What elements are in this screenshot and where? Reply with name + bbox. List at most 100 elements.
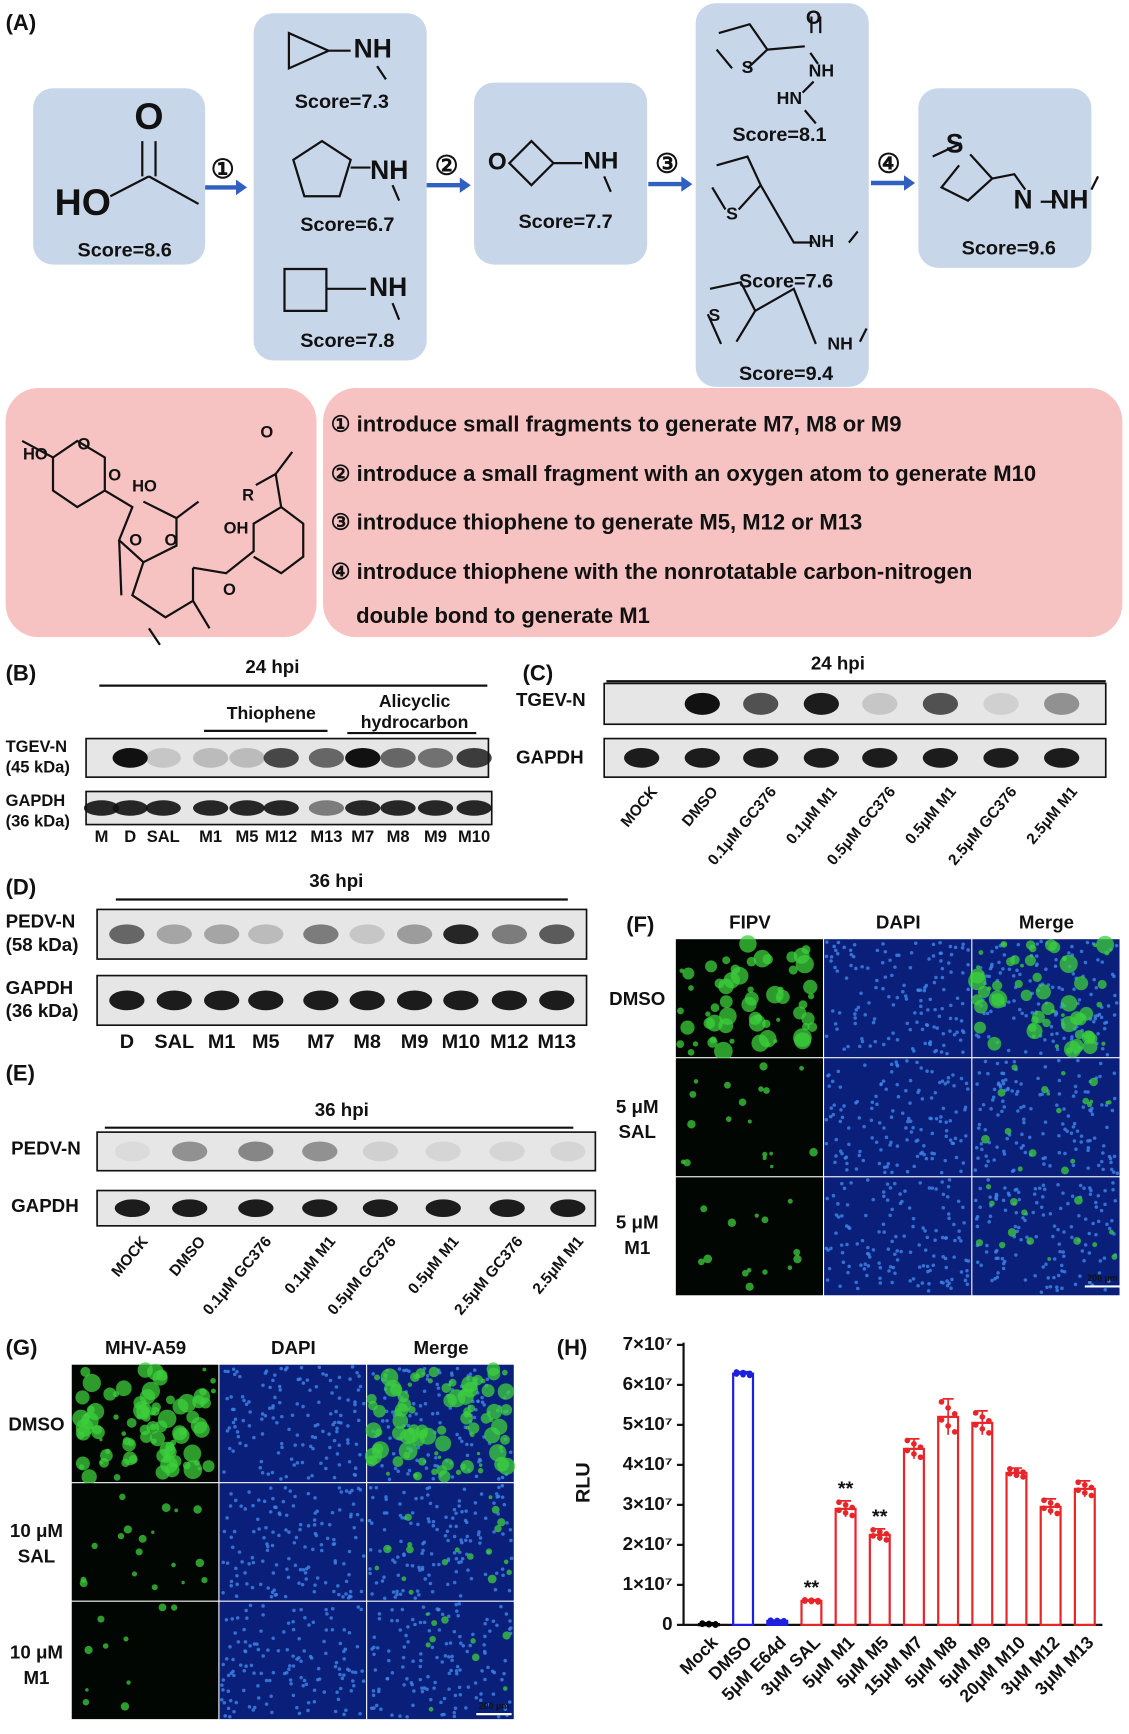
nucleus <box>337 1592 341 1597</box>
nucleus <box>1071 1125 1076 1129</box>
nucleus <box>379 1707 383 1712</box>
nucleus <box>245 1582 249 1586</box>
nucleus <box>342 1628 347 1632</box>
nucleus <box>1073 1084 1078 1089</box>
nucleus <box>945 1051 949 1056</box>
nucleus <box>940 1180 944 1184</box>
nucleus <box>954 1110 958 1114</box>
nucleus <box>951 1073 955 1077</box>
infected-cell <box>762 1269 768 1275</box>
nucleus <box>1112 974 1116 979</box>
row-label: PEDV-N <box>6 911 76 932</box>
nucleus <box>891 1003 896 1007</box>
nucleus <box>1022 1120 1026 1125</box>
nucleus <box>261 1383 265 1388</box>
nucleus <box>933 1090 938 1095</box>
nucleus <box>907 1206 912 1210</box>
nucleus <box>344 1489 349 1493</box>
nucleus <box>420 1689 425 1694</box>
nucleus <box>465 1453 470 1458</box>
lane-label: 2.5μM M1 <box>1023 783 1081 847</box>
nucleus <box>384 1409 389 1414</box>
nucleus <box>1023 1050 1028 1054</box>
row-label: GAPDH <box>516 746 584 767</box>
nucleus <box>317 1365 322 1370</box>
infected-cell <box>697 1258 705 1266</box>
nucleus <box>315 1509 319 1513</box>
infected-cell <box>407 1382 413 1387</box>
nucleus <box>857 1116 862 1120</box>
nucleus <box>471 1632 475 1637</box>
infected-cell <box>777 986 784 993</box>
nucleus <box>895 1163 899 1167</box>
nucleus <box>871 1197 876 1202</box>
nucleus <box>1073 1282 1078 1287</box>
nucleus <box>390 1410 395 1414</box>
nucleus <box>998 1085 1003 1089</box>
nucleus <box>996 1113 1000 1117</box>
nucleus <box>478 1541 482 1545</box>
infected-cell <box>1104 950 1110 956</box>
nucleus <box>492 1670 497 1675</box>
band <box>263 800 299 816</box>
nucleus <box>426 1493 430 1497</box>
nucleus <box>909 951 914 955</box>
infected-cell <box>195 1558 205 1568</box>
band <box>443 990 479 1011</box>
band <box>308 800 345 816</box>
nucleus <box>892 1181 897 1186</box>
nucleus <box>1082 1259 1086 1263</box>
nucleus <box>941 1192 946 1197</box>
nucleus <box>257 1527 261 1531</box>
nucleus <box>1052 1257 1057 1261</box>
panel-label: (E) <box>6 1061 35 1086</box>
nucleus <box>349 1688 354 1693</box>
nucleus <box>979 1141 984 1146</box>
nucleus <box>834 1231 838 1235</box>
nucleus <box>983 1127 988 1132</box>
panel-label: (G) <box>6 1335 38 1360</box>
infected-cell <box>126 1680 131 1685</box>
nucleus <box>912 1164 916 1169</box>
nucleus <box>844 1155 849 1159</box>
strategy-line: ③ introduce thiophene to generate M5, M1… <box>331 509 862 534</box>
infected-cell <box>787 1265 793 1270</box>
nucleus <box>952 1084 956 1088</box>
nucleus <box>1094 1200 1098 1205</box>
nucleus <box>464 1520 469 1525</box>
infected-cell <box>374 1374 380 1381</box>
nucleus <box>916 1284 920 1288</box>
nucleus <box>848 948 853 953</box>
replicate-dot <box>945 1423 951 1429</box>
nucleus <box>400 1607 405 1612</box>
nucleus <box>973 1198 978 1203</box>
nucleus <box>377 1687 381 1692</box>
nucleus <box>974 1033 979 1037</box>
band <box>349 990 385 1011</box>
infected-cell <box>81 1469 97 1485</box>
nucleus <box>252 1642 257 1646</box>
nucleus <box>1114 1001 1119 1005</box>
nucleus <box>1057 1092 1062 1096</box>
nucleus <box>332 1589 336 1594</box>
nucleus <box>991 1098 995 1102</box>
band <box>303 990 339 1011</box>
nucleus <box>387 1477 392 1482</box>
infected-cell <box>1109 1229 1114 1235</box>
nucleus <box>853 1021 858 1026</box>
nucleus <box>231 1449 235 1453</box>
nucleus <box>1057 1058 1061 1063</box>
nucleus <box>371 1689 376 1693</box>
nucleus <box>337 1486 342 1490</box>
infected-cell <box>460 1459 474 1474</box>
nucleus <box>1005 1136 1009 1141</box>
nucleus <box>297 1711 302 1716</box>
nucleus <box>406 1472 410 1476</box>
blot-title: 36 hpi <box>315 1099 369 1120</box>
band <box>193 747 229 768</box>
nucleus <box>1016 1190 1021 1194</box>
nucleus <box>1012 1016 1016 1020</box>
nucleus <box>418 1568 422 1572</box>
nucleus <box>423 1577 427 1581</box>
blot-title: 24 hpi <box>245 656 299 677</box>
